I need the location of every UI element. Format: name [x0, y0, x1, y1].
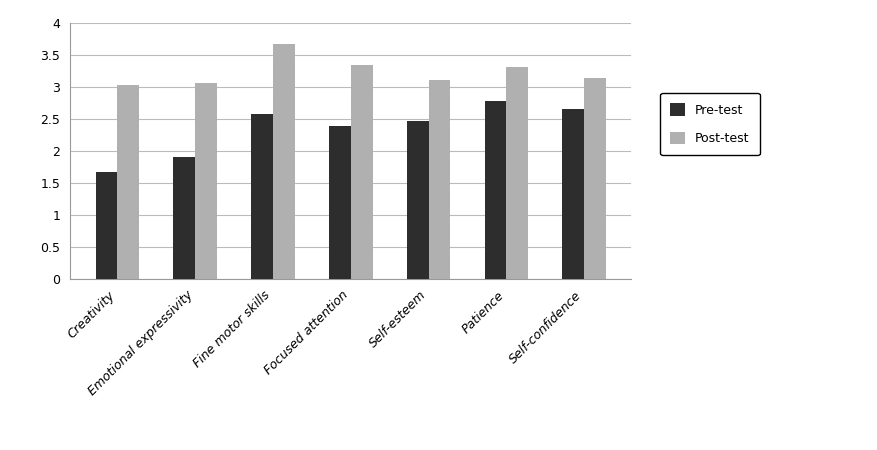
Bar — [485, 101, 506, 279]
Bar — [429, 80, 451, 279]
Legend: Pre-test, Post-test: Pre-test, Post-test — [660, 93, 759, 155]
Bar — [584, 78, 606, 279]
Bar — [351, 65, 373, 279]
Bar — [562, 109, 584, 279]
Bar — [118, 86, 139, 279]
Bar — [407, 121, 429, 279]
Bar — [506, 68, 528, 279]
Bar — [96, 172, 118, 279]
Bar — [174, 157, 196, 279]
Bar — [329, 126, 351, 279]
Bar — [196, 83, 217, 279]
Bar — [251, 113, 273, 279]
Bar — [273, 44, 295, 279]
